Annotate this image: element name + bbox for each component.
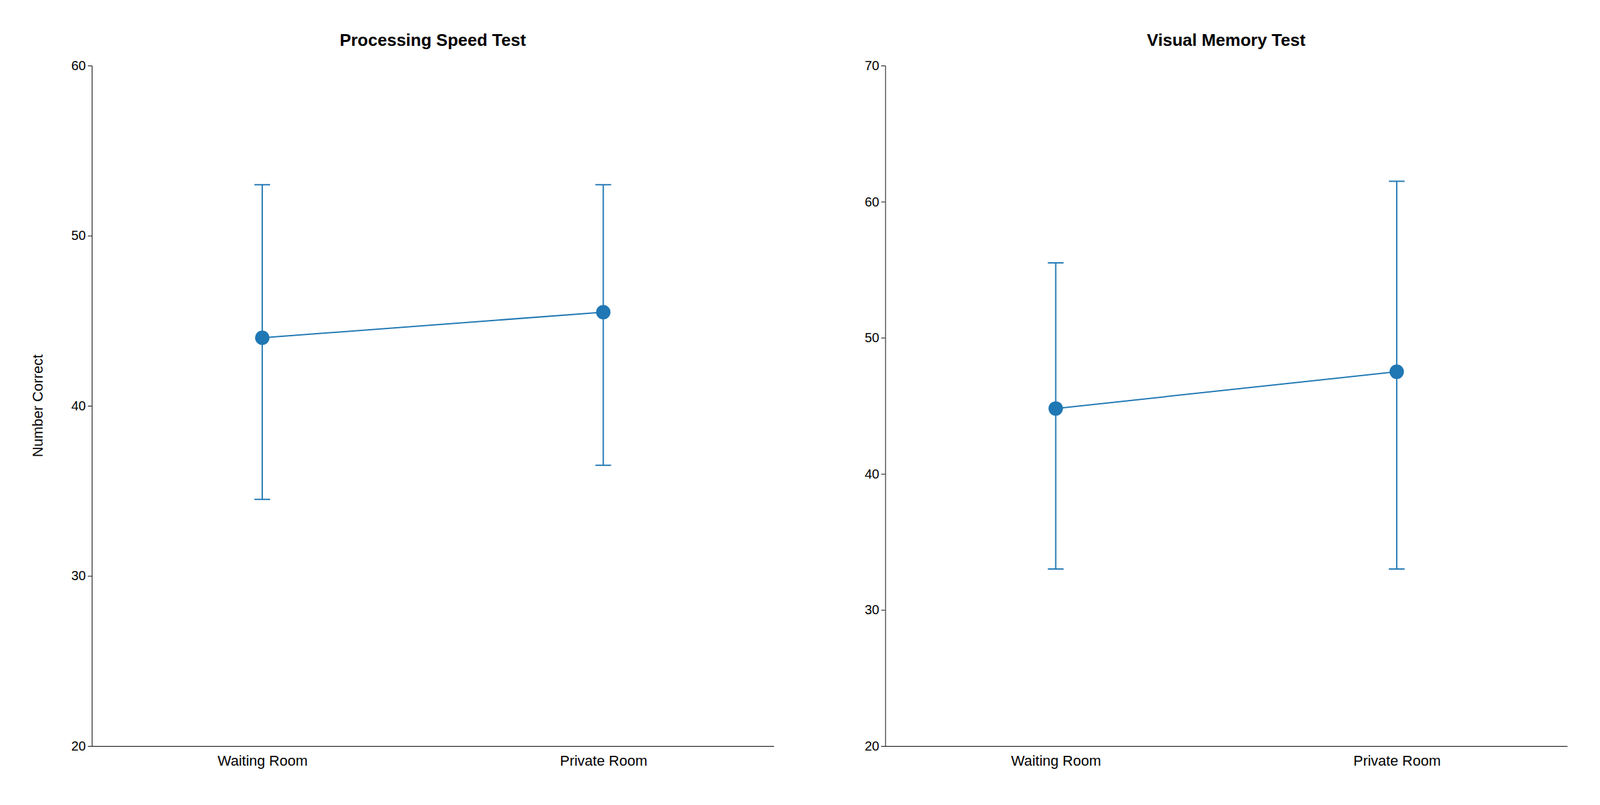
tick-mark: [87, 65, 92, 67]
error-bar: [595, 184, 611, 466]
tick-mark: [881, 609, 886, 611]
panel: 20 30 40 50 60 Waiting Room Private Room Proces…: [29, 30, 775, 769]
x-axis: Waiting Room Private Room: [885, 746, 1568, 769]
marks: [1048, 180, 1405, 569]
marks: [254, 184, 611, 500]
title: Processing Speed Test: [339, 30, 527, 50]
tick-label: 50: [864, 330, 879, 345]
tick-label: Private Room: [1353, 752, 1441, 769]
point: [1389, 364, 1405, 379]
tick-label: 20: [71, 738, 86, 754]
tick-mark: [881, 201, 886, 203]
y-axis: 20 30 40 50 60: [71, 58, 93, 754]
axis-line: [881, 66, 887, 747]
tick: Private Room: [559, 752, 647, 769]
tick-mark: [87, 235, 92, 237]
tick: 60: [864, 194, 885, 210]
y-axis-title: Number Correct: [29, 354, 46, 457]
line: [262, 312, 604, 338]
tick: Waiting Room: [1010, 752, 1101, 769]
tick: 30: [71, 568, 92, 583]
line: [1055, 371, 1397, 409]
error-bar: [1388, 180, 1405, 569]
x-axis: Waiting Room Private Room: [92, 746, 775, 769]
tick: 60: [71, 58, 92, 73]
tick: 30: [864, 602, 885, 617]
tick-mark: [881, 745, 886, 747]
tick-mark: [881, 65, 886, 67]
tick-label: 20: [864, 738, 879, 754]
axis-line: [885, 745, 1568, 747]
tick: Private Room: [1353, 752, 1441, 769]
error-bar: [1048, 262, 1064, 569]
tick: Waiting Room: [217, 752, 308, 769]
point: [254, 330, 270, 345]
tick: 70: [864, 58, 885, 73]
tick-label: Waiting Room: [1010, 752, 1101, 769]
tick: 50: [71, 228, 92, 243]
tick-label: 40: [71, 398, 86, 413]
tick: 40: [864, 466, 885, 482]
tick-label: 30: [71, 568, 86, 583]
tick: 20: [71, 738, 92, 754]
tick-mark: [87, 745, 92, 747]
tick-mark: [87, 405, 92, 407]
point: [595, 304, 611, 320]
tick-label: Waiting Room: [217, 752, 308, 769]
error-bar: [254, 184, 271, 500]
tick-label: 70: [864, 58, 879, 73]
tick-mark: [881, 337, 886, 339]
tick-label: 30: [864, 602, 879, 617]
tick-label: Private Room: [559, 752, 647, 769]
tick-mark: [87, 576, 92, 577]
tick: 50: [864, 330, 885, 345]
tick-label: 60: [71, 58, 86, 73]
axis-line: [87, 66, 93, 747]
tick-label: 60: [864, 194, 879, 210]
title: Visual Memory Test: [1147, 30, 1306, 50]
axis-line: [92, 745, 775, 747]
tick: 20: [864, 738, 885, 754]
chart-canvas: 20 30 40 50 60 Waiting Room Private Room Proces…: [0, 0, 1600, 805]
tick: 40: [71, 398, 92, 413]
point: [1048, 401, 1064, 416]
tick-label: 50: [71, 228, 86, 243]
y-axis: 20 30 40 50 60 70: [864, 58, 886, 754]
tick-label: 40: [864, 466, 879, 482]
panel: 20 30 40 50 60 70 Waiting Room Private Room Visu…: [864, 30, 1568, 769]
tick-mark: [881, 473, 886, 475]
